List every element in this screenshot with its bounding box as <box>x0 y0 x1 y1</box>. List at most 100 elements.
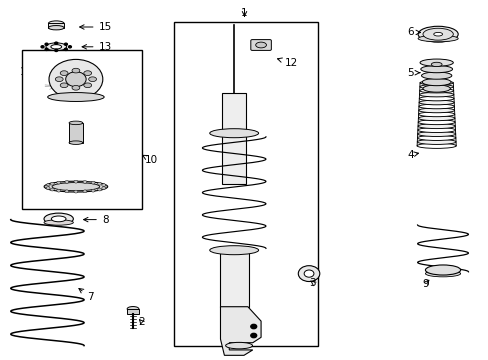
Circle shape <box>41 46 44 48</box>
Circle shape <box>65 180 69 183</box>
Text: 5: 5 <box>407 68 419 78</box>
Ellipse shape <box>127 307 139 311</box>
Text: 11: 11 <box>83 82 112 92</box>
Circle shape <box>64 48 67 50</box>
Ellipse shape <box>51 216 66 222</box>
Ellipse shape <box>209 246 258 255</box>
Ellipse shape <box>418 96 453 101</box>
Circle shape <box>91 189 95 192</box>
Bar <box>22 50 142 209</box>
Circle shape <box>57 181 61 184</box>
Circle shape <box>55 42 58 44</box>
Bar <box>173 22 317 346</box>
Ellipse shape <box>422 28 452 40</box>
Ellipse shape <box>418 116 454 121</box>
Text: 13: 13 <box>82 42 112 52</box>
Text: 3: 3 <box>309 278 316 288</box>
Bar <box>127 309 139 314</box>
Ellipse shape <box>417 135 455 140</box>
Circle shape <box>46 187 50 190</box>
Ellipse shape <box>425 265 460 275</box>
Ellipse shape <box>72 68 80 73</box>
Circle shape <box>45 48 48 50</box>
Ellipse shape <box>48 21 64 26</box>
Circle shape <box>91 181 95 184</box>
Circle shape <box>298 266 319 282</box>
Ellipse shape <box>430 62 441 67</box>
Ellipse shape <box>419 89 453 93</box>
Polygon shape <box>220 307 261 355</box>
Text: 1: 1 <box>241 8 247 18</box>
Ellipse shape <box>44 181 107 192</box>
Ellipse shape <box>416 143 455 148</box>
Circle shape <box>64 43 67 45</box>
Ellipse shape <box>83 71 91 76</box>
Circle shape <box>50 182 54 185</box>
Bar <box>48 23 64 28</box>
Circle shape <box>44 185 48 188</box>
Circle shape <box>55 49 58 51</box>
Text: 12: 12 <box>277 58 297 68</box>
Ellipse shape <box>52 84 65 88</box>
Text: 14: 14 <box>20 67 40 77</box>
Ellipse shape <box>83 83 91 87</box>
Circle shape <box>250 333 256 338</box>
Circle shape <box>83 180 87 183</box>
Ellipse shape <box>36 63 64 74</box>
Ellipse shape <box>418 104 453 109</box>
Ellipse shape <box>417 120 454 125</box>
Ellipse shape <box>88 77 96 81</box>
Ellipse shape <box>209 129 258 138</box>
Circle shape <box>45 43 48 45</box>
Circle shape <box>102 187 105 190</box>
Bar <box>219 252 248 307</box>
Ellipse shape <box>51 45 61 49</box>
Bar <box>222 93 246 184</box>
Ellipse shape <box>46 43 66 51</box>
Circle shape <box>74 180 78 183</box>
Text: 4: 4 <box>407 150 418 160</box>
Ellipse shape <box>416 139 455 144</box>
Ellipse shape <box>419 85 452 89</box>
Ellipse shape <box>60 83 68 87</box>
Ellipse shape <box>44 81 73 91</box>
Ellipse shape <box>44 220 73 225</box>
Ellipse shape <box>417 26 457 42</box>
Ellipse shape <box>255 42 266 48</box>
Text: 15: 15 <box>80 22 112 32</box>
Ellipse shape <box>60 71 68 76</box>
Circle shape <box>68 46 71 48</box>
Ellipse shape <box>419 92 453 97</box>
Text: 10: 10 <box>142 155 158 165</box>
Ellipse shape <box>425 270 460 277</box>
Text: 8: 8 <box>83 215 108 225</box>
Ellipse shape <box>421 72 451 79</box>
Ellipse shape <box>55 77 63 81</box>
Circle shape <box>102 184 105 186</box>
Ellipse shape <box>433 32 442 36</box>
Ellipse shape <box>418 108 454 113</box>
Circle shape <box>98 188 102 191</box>
Ellipse shape <box>52 183 100 191</box>
Bar <box>69 123 82 143</box>
Ellipse shape <box>72 85 80 90</box>
Circle shape <box>65 190 69 193</box>
Circle shape <box>65 72 86 87</box>
Ellipse shape <box>422 78 450 86</box>
Text: 7: 7 <box>79 288 94 302</box>
Ellipse shape <box>418 112 454 117</box>
Ellipse shape <box>418 100 453 105</box>
Ellipse shape <box>44 66 56 71</box>
Ellipse shape <box>417 131 455 136</box>
Circle shape <box>103 185 107 188</box>
Ellipse shape <box>417 123 454 129</box>
Ellipse shape <box>69 121 82 125</box>
Ellipse shape <box>422 85 449 92</box>
FancyBboxPatch shape <box>250 40 271 50</box>
Text: 6: 6 <box>407 27 420 37</box>
Circle shape <box>50 188 54 191</box>
Circle shape <box>49 59 102 99</box>
Ellipse shape <box>419 59 452 66</box>
Circle shape <box>250 324 256 329</box>
Circle shape <box>304 270 313 277</box>
